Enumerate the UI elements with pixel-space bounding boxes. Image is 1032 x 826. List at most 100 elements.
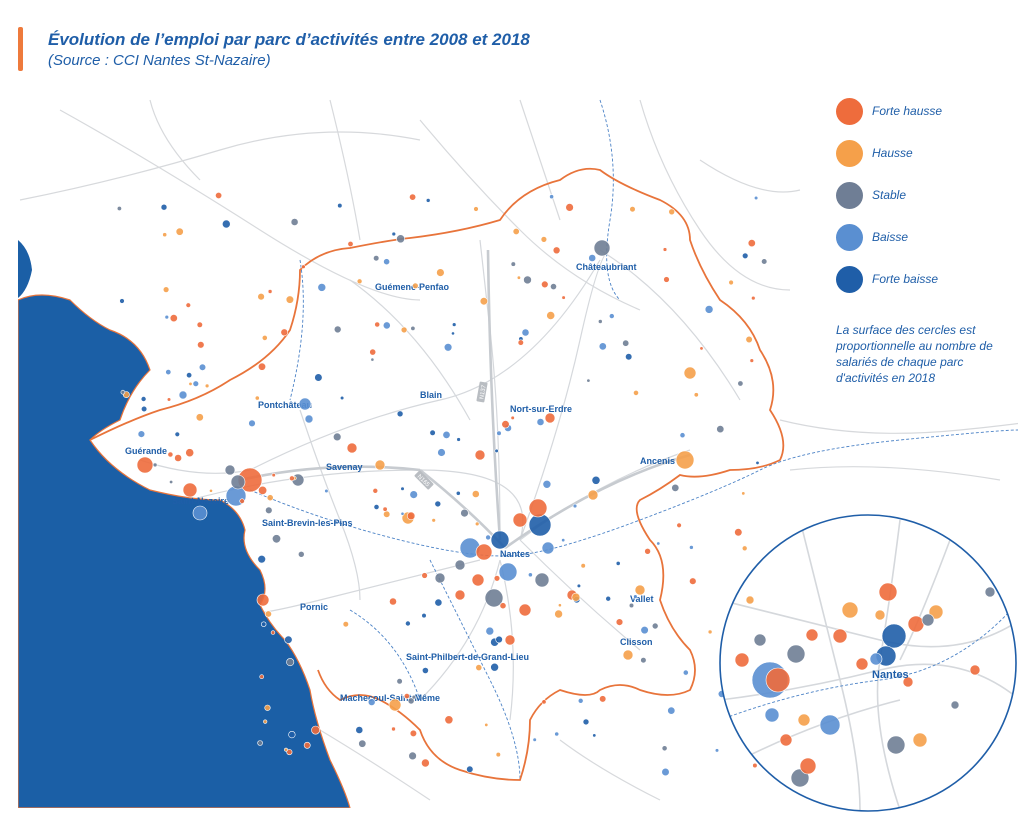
park-circle <box>679 432 686 439</box>
park-circle <box>577 697 584 704</box>
park-circle <box>485 534 491 541</box>
park-circle <box>405 620 411 627</box>
park-circle <box>734 528 743 537</box>
park-circle <box>389 597 397 606</box>
park-circle <box>400 486 405 491</box>
inset-park-circle <box>753 633 767 647</box>
inset-park-circle <box>912 732 928 748</box>
park-circle <box>284 635 293 644</box>
park-circle <box>301 264 306 269</box>
park-circle <box>192 505 208 521</box>
park-circle <box>408 751 417 761</box>
label-savenay: Savenay <box>326 462 363 472</box>
park-circle <box>540 236 548 243</box>
inset-park-circle <box>969 664 981 676</box>
label-blain: Blain <box>420 390 442 400</box>
park-circle <box>495 635 503 644</box>
park-circle <box>347 241 354 248</box>
park-circle <box>541 280 549 289</box>
park-circle <box>561 538 566 543</box>
park-circle <box>582 718 590 726</box>
park-circle <box>409 729 418 738</box>
park-circle <box>264 610 272 618</box>
park-circle <box>434 572 446 584</box>
park-circle <box>116 206 122 212</box>
label-machecoul: Machecoul-Saint-Même <box>340 693 440 703</box>
park-circle <box>496 430 502 436</box>
park-circle <box>120 389 126 395</box>
park-circle <box>554 609 563 619</box>
legend-dot-hausse <box>836 140 863 167</box>
park-circle <box>752 762 758 769</box>
park-circle <box>682 669 689 676</box>
park-circle <box>162 232 168 238</box>
park-circle <box>261 334 268 341</box>
park-circle <box>699 346 704 351</box>
park-circle <box>490 530 510 550</box>
park-circle <box>169 314 178 323</box>
park-circle <box>586 378 591 383</box>
park-circle <box>493 575 501 582</box>
park-circle <box>230 474 246 490</box>
park-circle <box>475 543 493 561</box>
activity-park-circles <box>116 192 768 777</box>
park-circle <box>167 451 174 458</box>
park-circle <box>580 563 586 569</box>
park-circle <box>460 508 469 518</box>
park-circle <box>510 415 515 421</box>
inset-park-circle <box>797 713 811 727</box>
park-circle <box>689 577 697 585</box>
legend-dot-forte-baisse <box>836 266 863 293</box>
park-circle <box>254 395 260 401</box>
park-circle <box>165 369 172 376</box>
park-circle <box>475 521 480 527</box>
park-circle <box>484 722 489 727</box>
park-circle <box>259 674 265 680</box>
study-area-boundary <box>89 167 785 781</box>
park-circle <box>421 572 428 579</box>
park-circle <box>741 545 748 552</box>
park-circle <box>550 283 557 290</box>
park-circle <box>622 649 634 661</box>
legend-note: La surface des cercles est proportionnel… <box>836 323 993 385</box>
park-circle <box>591 475 601 485</box>
park-circle <box>400 511 405 516</box>
park-circle <box>728 279 734 286</box>
legend-dot-baisse <box>836 224 863 251</box>
park-circle <box>333 432 342 442</box>
park-circle <box>396 410 404 418</box>
park-circle <box>592 733 597 738</box>
map-source: (Source : CCI Nantes St-Nazaire) <box>48 52 271 69</box>
park-circle <box>429 429 436 436</box>
park-circle <box>689 545 694 550</box>
park-circle <box>693 392 699 398</box>
park-circle <box>741 491 746 496</box>
park-circle <box>495 751 501 758</box>
park-circle <box>374 459 386 471</box>
park-circle <box>263 719 268 724</box>
park-circle <box>367 698 376 706</box>
park-circle <box>745 335 753 344</box>
park-circle <box>421 667 429 674</box>
label-pontchateau: Pontchâteau <box>258 400 312 410</box>
park-circle <box>383 258 390 266</box>
park-circle <box>204 383 210 389</box>
park-circle <box>196 321 203 328</box>
park-circle <box>396 234 405 244</box>
park-circle <box>451 331 455 336</box>
label-pornic: Pornic <box>300 602 328 612</box>
park-circle <box>174 454 182 462</box>
park-circle <box>576 583 582 589</box>
park-circle <box>512 228 520 236</box>
park-circle <box>593 239 611 257</box>
park-circle <box>565 203 574 212</box>
inset-park-circle <box>805 628 819 642</box>
park-circle <box>597 319 603 324</box>
park-circle <box>454 589 466 601</box>
park-circle <box>518 603 532 617</box>
park-circle <box>324 488 329 494</box>
park-circle <box>572 503 578 509</box>
park-circle <box>119 298 125 304</box>
park-circle <box>182 482 198 498</box>
